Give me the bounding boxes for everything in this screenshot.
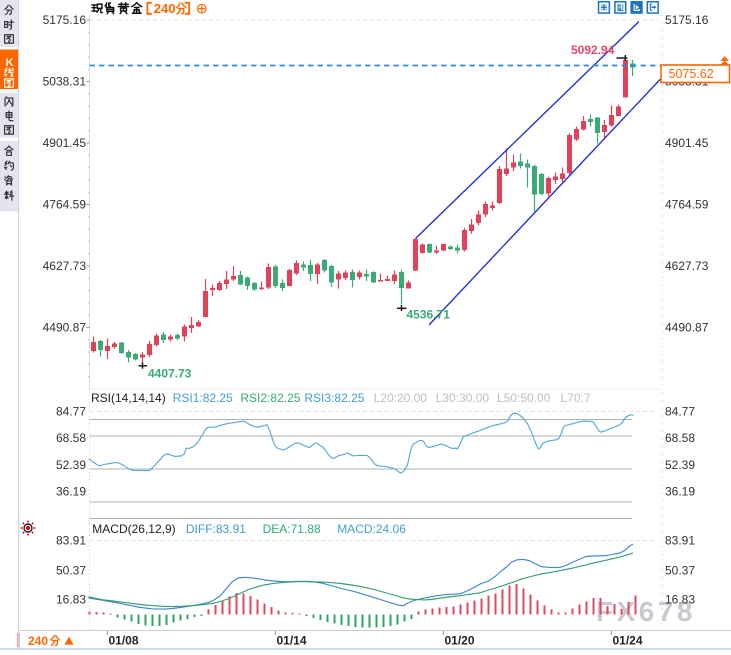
svg-text:4536.71: 4536.71 <box>407 308 451 322</box>
svg-text:K: K <box>6 57 14 69</box>
svg-text:5038.31: 5038.31 <box>43 75 87 89</box>
svg-text:50.37: 50.37 <box>56 564 86 578</box>
svg-text:01/14: 01/14 <box>277 634 307 648</box>
svg-text:4407.73: 4407.73 <box>148 367 192 381</box>
svg-text:84.77: 84.77 <box>665 405 695 419</box>
svg-text:5075.62: 5075.62 <box>669 67 714 81</box>
svg-text:36.19: 36.19 <box>56 485 86 499</box>
svg-text:52.39: 52.39 <box>665 458 695 472</box>
svg-text:16.83: 16.83 <box>665 593 695 607</box>
svg-text:MACD:24.06: MACD:24.06 <box>337 522 406 536</box>
svg-text:01/08: 01/08 <box>109 634 139 648</box>
svg-text:4764.59: 4764.59 <box>43 198 87 212</box>
svg-text:84.77: 84.77 <box>56 405 86 419</box>
svg-text:4490.87: 4490.87 <box>43 321 87 335</box>
svg-text:4627.73: 4627.73 <box>665 259 709 273</box>
svg-text:16.83: 16.83 <box>56 593 86 607</box>
svg-text:L50:50.00: L50:50.00 <box>497 391 551 405</box>
svg-text:68.58: 68.58 <box>56 431 86 445</box>
svg-text:68.58: 68.58 <box>665 431 695 445</box>
svg-text:01/24: 01/24 <box>613 634 643 648</box>
svg-text:01/20: 01/20 <box>445 634 475 648</box>
svg-text:83.91: 83.91 <box>56 534 86 548</box>
svg-text:L20:20.00: L20:20.00 <box>374 391 428 405</box>
svg-text:MACD(26,12,9): MACD(26,12,9) <box>92 522 175 536</box>
svg-text:RSI(14,14,14): RSI(14,14,14) <box>91 391 166 405</box>
svg-text:52.39: 52.39 <box>56 458 86 472</box>
svg-text:240: 240 <box>154 1 176 16</box>
svg-text:4764.59: 4764.59 <box>665 198 709 212</box>
svg-text:4901.45: 4901.45 <box>43 136 87 150</box>
svg-text:RSI3:82.25: RSI3:82.25 <box>304 391 364 405</box>
svg-text:4627.73: 4627.73 <box>43 259 87 273</box>
svg-text:DIFF:83.91: DIFF:83.91 <box>186 522 246 536</box>
svg-text:RSI2:82.25: RSI2:82.25 <box>240 391 300 405</box>
svg-text:36.19: 36.19 <box>665 485 695 499</box>
svg-text:L30:30.00: L30:30.00 <box>436 391 490 405</box>
svg-text:FX678: FX678 <box>596 596 696 627</box>
svg-text:L70:7: L70:7 <box>561 391 591 405</box>
svg-text:5175.16: 5175.16 <box>665 13 709 27</box>
svg-text:DEA:71.88: DEA:71.88 <box>263 522 321 536</box>
svg-text:50.37: 50.37 <box>665 564 695 578</box>
svg-text:4901.45: 4901.45 <box>665 136 709 150</box>
svg-text:240: 240 <box>28 634 48 648</box>
svg-text:RSI1:82.25: RSI1:82.25 <box>173 391 233 405</box>
svg-text:5092.94: 5092.94 <box>571 43 615 57</box>
svg-text:4490.87: 4490.87 <box>665 321 709 335</box>
svg-text:83.91: 83.91 <box>665 534 695 548</box>
svg-text:5175.16: 5175.16 <box>43 13 87 27</box>
